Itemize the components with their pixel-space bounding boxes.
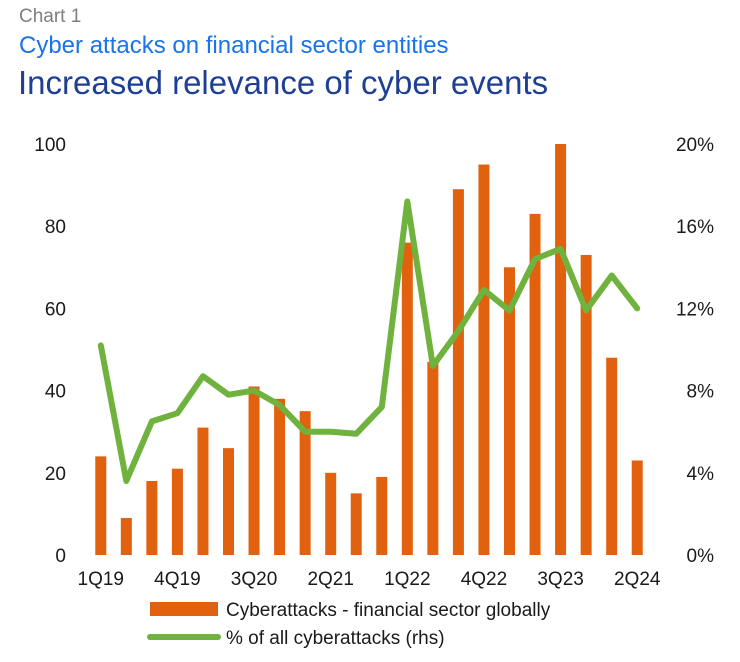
legend-bar-swatch	[150, 602, 218, 616]
x-tick-1Q19: 1Q19	[78, 569, 124, 590]
line-point-3Q19	[151, 420, 153, 422]
y-left-tick: 0	[55, 546, 66, 567]
bar-1Q20	[197, 427, 209, 555]
y-right-tick: 4%	[687, 464, 715, 485]
x-tick-4Q19: 4Q19	[154, 569, 200, 590]
line-point-4Q21	[381, 406, 383, 408]
y-right-tick: 8%	[687, 382, 715, 403]
bar-1Q21	[299, 411, 311, 555]
line-point-3Q23	[560, 248, 562, 250]
line-point-2Q21	[330, 431, 332, 433]
bar-2Q23	[529, 213, 541, 555]
line-point-1Q24	[611, 275, 613, 277]
legend-bar-label: Cyberattacks - financial sector globally	[226, 600, 551, 621]
x-tick-2Q24: 2Q24	[614, 569, 661, 590]
bar-2Q24	[631, 460, 643, 555]
chart-title: Increased relevance of cyber events	[18, 64, 549, 101]
bar-1Q19	[95, 456, 107, 555]
bar-2Q22	[427, 361, 439, 555]
line-point-2Q19	[125, 480, 127, 482]
line-point-3Q21	[355, 433, 357, 435]
chart-subtitle: Cyber attacks on financial sector entiti…	[19, 32, 449, 59]
line-point-2Q23	[534, 258, 536, 260]
bar-4Q23	[580, 254, 592, 555]
legend: Cyberattacks - financial sector globally…	[147, 600, 551, 649]
chart-number: Chart 1	[19, 6, 82, 27]
y-right-tick: 12%	[676, 299, 714, 320]
bar-1Q22	[401, 242, 413, 555]
bar-2Q21	[325, 472, 337, 555]
bar-3Q23	[555, 144, 567, 555]
y-left-tick: 80	[45, 217, 66, 238]
bar-4Q20	[274, 398, 286, 555]
line-point-1Q20	[202, 375, 204, 377]
bar-4Q21	[376, 476, 388, 555]
x-tick-3Q20: 3Q20	[231, 569, 277, 590]
line-point-3Q22	[457, 330, 459, 332]
line-point-1Q19	[100, 344, 102, 346]
line-point-4Q20	[279, 404, 281, 406]
line-percent-of-cyberattacks	[97, 198, 641, 484]
line-point-2Q22	[432, 365, 434, 367]
y-right-tick: 0%	[687, 546, 715, 567]
line-point-3Q20	[253, 390, 255, 392]
bar-2Q19	[120, 518, 132, 555]
y-right-tick: 20%	[676, 135, 714, 156]
y-left-tick: 60	[45, 299, 66, 320]
legend-line-label: % of all cyberattacks (rhs)	[226, 628, 445, 649]
y-left-tick: 20	[45, 464, 66, 485]
axis-ticks: 0 20 40 60 80 100 0% 4% 8% 12% 16% 20% 1Q19 4Q19 3Q20 2…	[34, 135, 714, 590]
line-series	[97, 198, 641, 484]
line-point-1Q21	[304, 431, 306, 433]
bar-4Q19	[171, 468, 183, 555]
x-tick-3Q23: 3Q23	[537, 569, 583, 590]
line-point-4Q19	[176, 412, 178, 414]
line-point-2Q20	[228, 394, 229, 396]
line-point-4Q23	[585, 309, 587, 311]
bar-3Q19	[146, 481, 158, 555]
x-tick-4Q22: 4Q22	[461, 569, 507, 590]
y-right-tick: 16%	[676, 217, 714, 238]
y-left-tick: 100	[34, 135, 66, 156]
line-point-2Q24	[636, 307, 638, 309]
line-point-1Q23	[509, 309, 510, 311]
line-point-4Q22	[483, 289, 485, 291]
x-tick-1Q22: 1Q22	[384, 569, 430, 590]
bar-3Q20	[248, 386, 260, 555]
y-left-tick: 40	[45, 382, 66, 403]
x-tick-2Q21: 2Q21	[307, 569, 353, 590]
bar-series	[95, 144, 643, 556]
bar-1Q23	[504, 267, 515, 555]
bar-1Q24	[606, 357, 618, 555]
bar-4Q22	[478, 164, 490, 556]
bar-2Q20	[223, 448, 234, 555]
bar-3Q21	[350, 493, 362, 555]
line-point-1Q22	[406, 201, 408, 203]
bar-3Q22	[452, 189, 464, 555]
